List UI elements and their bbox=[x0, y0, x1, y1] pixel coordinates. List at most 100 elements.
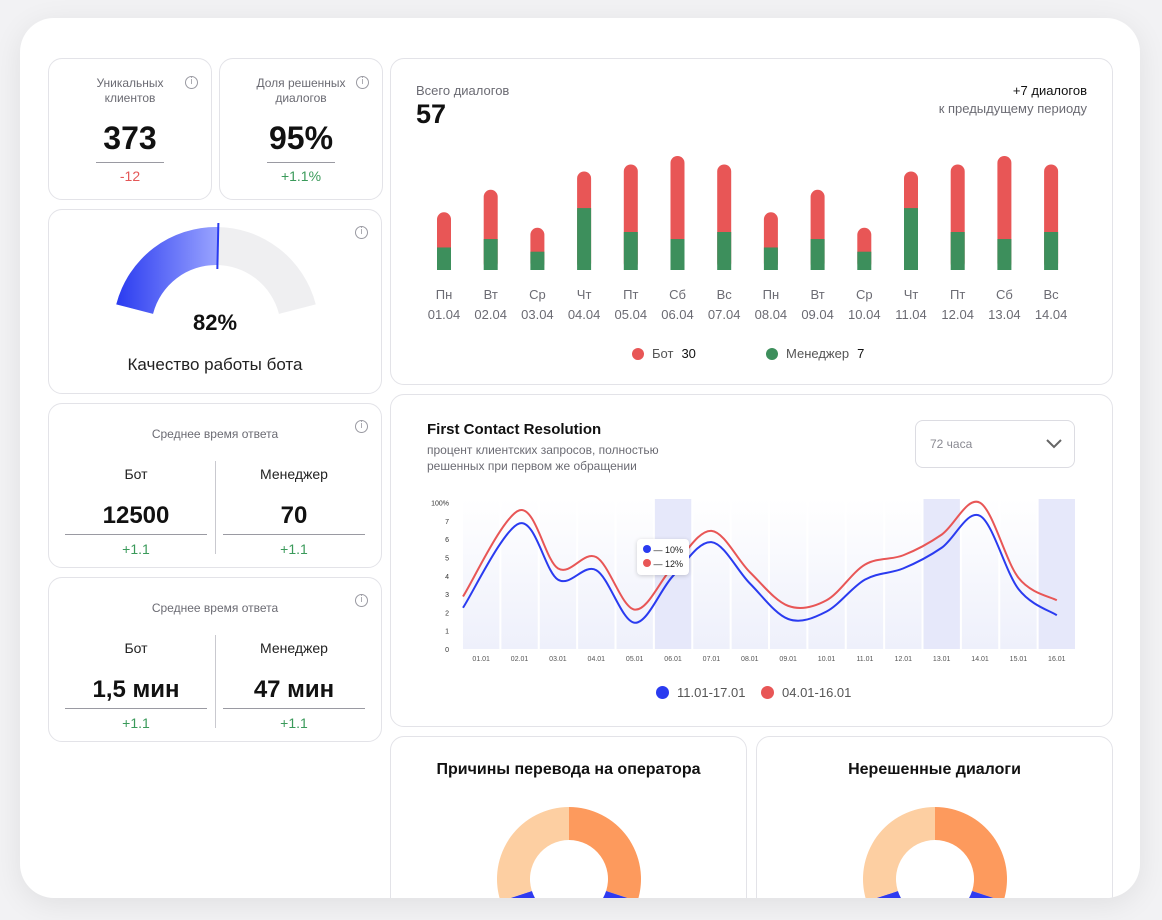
donut-slice bbox=[497, 807, 569, 898]
x-tick-date: 06.04 bbox=[661, 307, 694, 322]
kpi-delta: +1.1% bbox=[280, 168, 322, 184]
bar-manager bbox=[1044, 232, 1059, 270]
x-tick-day: Вс bbox=[1044, 287, 1060, 302]
x-tick-date: 04.04 bbox=[568, 307, 601, 322]
manager-value: 70 bbox=[280, 502, 308, 529]
chart-column bbox=[1000, 499, 1037, 649]
x-tick-label: 06.01 bbox=[664, 656, 682, 663]
x-tick-label: 05.01 bbox=[626, 656, 644, 663]
unique-clients-card: i Уникальных клиентов 373 -12 bbox=[48, 58, 212, 200]
chart-tooltip: — 10% — 12% bbox=[637, 539, 690, 575]
legend-label: Менеджер bbox=[786, 346, 850, 361]
info-icon[interactable]: i bbox=[356, 76, 369, 89]
x-tick-label: 11.01 bbox=[856, 656, 873, 663]
donut-slice bbox=[876, 891, 902, 898]
x-tick-date: 07.04 bbox=[708, 307, 741, 322]
x-tick-day: Ср bbox=[529, 287, 546, 302]
dialogs-delta: +7 диалогов bbox=[1012, 83, 1087, 98]
tooltip-label: — 12% bbox=[653, 559, 684, 569]
x-tick-label: 13.01 bbox=[933, 656, 951, 663]
manager-column: Менеджер 70 +1.1 bbox=[223, 466, 365, 557]
x-tick-date: 12.04 bbox=[941, 307, 974, 322]
x-tick-day: Чт bbox=[904, 287, 919, 302]
legend-manager: Менеджер 7 bbox=[766, 346, 864, 361]
gauge-marker bbox=[216, 223, 220, 270]
period-select[interactable]: 72 часа bbox=[915, 420, 1075, 468]
divider bbox=[65, 534, 207, 535]
x-tick-label: 14.01 bbox=[971, 656, 989, 663]
legend-dot bbox=[766, 347, 778, 360]
legend-label: Бот bbox=[652, 346, 674, 361]
legend-dot bbox=[761, 686, 774, 699]
y-tick-label: 3 bbox=[445, 592, 449, 599]
x-tick-label: 08.01 bbox=[741, 656, 759, 663]
fcr-title: First Contact Resolution bbox=[427, 421, 602, 438]
x-tick-label: 10.01 bbox=[818, 656, 836, 663]
tooltip-row: — 12% bbox=[643, 557, 683, 571]
info-icon[interactable]: i bbox=[185, 76, 198, 89]
chart-column bbox=[693, 499, 730, 649]
donut-slice bbox=[935, 807, 1007, 898]
total-dialogs-card: Всего диалогов 57 +7 диалогов к предыдущ… bbox=[390, 58, 1113, 385]
x-tick-day: Ср bbox=[856, 287, 873, 302]
x-tick-date: 14.04 bbox=[1035, 307, 1068, 322]
kpi-value: 95% bbox=[268, 120, 334, 156]
resolved-share-card: i Доля решенных диалогов 95% +1.1% bbox=[219, 58, 383, 200]
y-tick-label: 100% bbox=[431, 501, 449, 508]
x-tick-day: Пн bbox=[436, 287, 453, 302]
donut-slice bbox=[602, 891, 628, 898]
legend-value: 7 bbox=[857, 346, 865, 361]
x-tick-date: 01.04 bbox=[428, 307, 461, 322]
fcr-line-chart: 01.01 02.01 03.01 04.01 05.01 06.01 07.01 08.01… bbox=[431, 499, 1075, 663]
bar-manager bbox=[483, 239, 498, 270]
chart-column bbox=[539, 499, 577, 649]
chart-column bbox=[1038, 499, 1075, 649]
dialogs-bar-chart: Пн 01.04 Вт 02.04 Ср 03.04 Чт 04.04 Пт 05.04 Сб 06.… bbox=[428, 156, 1068, 322]
legend-series-2: 04.01-16.01 bbox=[761, 685, 851, 700]
manager-label: Менеджер bbox=[260, 640, 328, 656]
bar-manager bbox=[950, 232, 965, 270]
y-tick-label: 5 bbox=[445, 556, 449, 563]
response-time-card: i Среднее время ответа Бот 12500 +1.1 Ме… bbox=[48, 403, 382, 568]
bar-manager bbox=[904, 208, 918, 270]
chart-column bbox=[731, 499, 768, 649]
kpi-label: Доля решенных диалогов bbox=[256, 76, 346, 105]
x-tick-day: Пт bbox=[623, 287, 638, 302]
donut-title: Причины перевода на оператора bbox=[436, 761, 701, 778]
x-tick-label: 15.01 bbox=[1010, 656, 1028, 663]
transfer-reasons-card: Причины перевода на оператора bbox=[390, 736, 747, 898]
x-tick-label: 03.01 bbox=[549, 656, 567, 663]
info-icon[interactable]: i bbox=[355, 420, 368, 433]
y-tick-label: 2 bbox=[445, 610, 449, 617]
bar-manager bbox=[857, 251, 872, 270]
bar-manager bbox=[717, 232, 732, 270]
legend-label: 11.01-17.01 bbox=[677, 685, 746, 700]
manager-delta: +1.1 bbox=[280, 715, 308, 731]
x-tick-label: 04.01 bbox=[588, 656, 606, 663]
chart-column bbox=[961, 499, 999, 649]
donut-slice bbox=[569, 807, 641, 898]
x-tick-label: 07.01 bbox=[703, 656, 721, 663]
info-icon[interactable]: i bbox=[355, 226, 368, 239]
y-tick-label: 6 bbox=[445, 537, 449, 544]
chart-column bbox=[770, 499, 807, 649]
transfer-reasons-donut bbox=[497, 807, 641, 898]
response-time-card: i Среднее время ответа Бот 1,5 мин +1.1 … bbox=[48, 577, 382, 742]
gauge-fill bbox=[116, 227, 219, 314]
bot-label: Бот bbox=[124, 466, 148, 482]
x-tick-date: 05.04 bbox=[615, 307, 648, 322]
manager-value: 47 мин bbox=[253, 676, 335, 703]
manager-column: Менеджер 47 мин +1.1 bbox=[223, 640, 365, 731]
x-tick-date: 11.04 bbox=[895, 307, 927, 322]
y-tick-label: 0 bbox=[445, 647, 449, 654]
bar-manager bbox=[577, 208, 592, 270]
fcr-card: First Contact Resolution процент клиентс… bbox=[390, 394, 1113, 727]
gauge bbox=[116, 223, 316, 314]
chart-column bbox=[885, 499, 922, 649]
info-icon[interactable]: i bbox=[355, 594, 368, 607]
x-tick-date: 10.04 bbox=[848, 307, 881, 322]
chart-column bbox=[923, 499, 960, 649]
legend-dot bbox=[632, 347, 644, 360]
column-divider bbox=[215, 461, 216, 554]
x-tick-label: 01.01 bbox=[472, 656, 490, 663]
